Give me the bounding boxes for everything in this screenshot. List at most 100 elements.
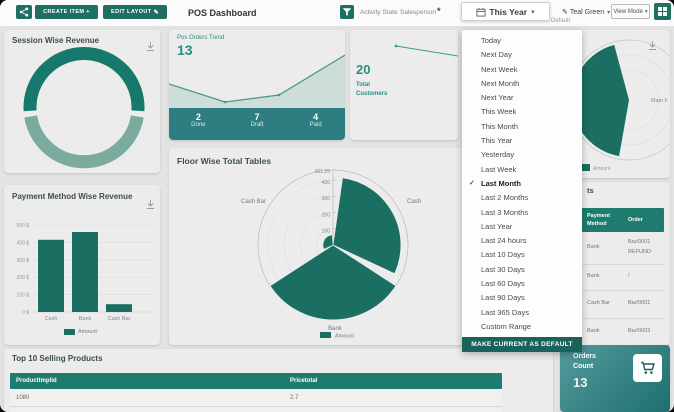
menu-item-last-3-months[interactable]: Last 3 Months [481,207,529,217]
stat-value: 4 [313,112,319,122]
page-title: POS Dashboard [188,8,257,18]
y-tick: 300 $ [16,258,29,264]
legend-swatch[interactable] [64,329,75,335]
menu-item-custom-range[interactable]: Custom Range [481,321,532,331]
radial-tick: 200 [322,213,331,219]
payment-bar-chart: 0 $ 100 $ 200 $ 300 $ 400 $ 500 $ Cash B… [16,223,154,322]
menu-item-next-year[interactable]: Next Year [481,93,514,103]
cell-method: Bank [587,244,600,250]
table-row[interactable]: Bank / [566,264,664,291]
stat-label: Draft [250,122,264,128]
edit-layout-label: EDIT LAYOUT [111,9,152,15]
menu-item-yesterday[interactable]: Yesterday [481,150,515,160]
table-row[interactable]: Bank Bar/0003 [566,318,664,345]
funnel-icon [342,8,352,16]
column-header-payment-method: Payment Method [587,213,610,227]
cart-button[interactable] [633,354,662,382]
card-title-fragment: ts [587,186,594,195]
theme-hint-label: Default [551,18,571,24]
download-icon[interactable] [648,40,657,51]
radial-tick: 461.25 [315,169,331,175]
y-tick: 0 $ [22,310,29,316]
orders-count-value: 13 [573,375,588,390]
cell-price: 2.7 [290,395,299,401]
create-item-label: CREATE ITEM + [43,9,90,15]
stat-label: Done [191,122,206,128]
card-title: Floor Wise Total Tables [177,156,272,166]
menu-item-this-week[interactable]: This Week [481,107,517,117]
make-default-button[interactable]: MAKE CURRENT AS DEFAULT [462,337,582,352]
sector-cash[interactable] [332,177,402,275]
table-row[interactable]: 1080 2.7 [10,389,502,407]
menu-item-last-365-days[interactable]: Last 365 Days [481,307,529,317]
download-icon[interactable] [146,41,155,52]
column-header-product: Producttmplid [16,378,57,384]
menu-item-last-30-days[interactable]: Last 30 Days [481,264,525,274]
customers-label-1: Total [356,82,370,88]
menu-item-next-day[interactable]: Next Day [481,50,512,60]
filter-activity-state[interactable]: Activity State [360,9,398,16]
view-mode-button[interactable]: View Mode ▾ [611,4,650,19]
angle-label-cash: Cash [407,199,421,205]
legend-label: Amount [335,334,354,340]
edit-layout-button[interactable]: EDIT LAYOUT ✎ [103,5,167,19]
menu-item-this-month[interactable]: This Month [481,121,519,131]
angle-label-bank: Bank [328,326,343,332]
legend-swatch[interactable] [577,164,590,171]
menu-item-last-24-hours[interactable]: Last 24 hours [481,236,527,246]
radial-tick: 100 [322,229,331,235]
stat-value: 7 [254,112,260,122]
x-label: Cash [45,316,58,322]
menu-item-last-2-months[interactable]: Last 2 Months [481,193,529,203]
legend-label: Amount [78,329,97,335]
card-title: Top 10 Selling Products [12,354,103,363]
bar-bank[interactable] [72,232,98,312]
filter-button[interactable] [340,5,354,19]
stat-paid: 4 Paid [286,108,345,140]
menu-item-today[interactable]: Today [481,36,502,45]
pencil-icon: ✎ [153,9,159,16]
table-row[interactable]: Cash Bar Bar/0001 [566,290,664,319]
customers-line-chart [394,44,458,57]
cell-order: Bar/0001 [628,300,651,306]
filter-salesperson[interactable]: Salesperson [400,9,437,16]
calendar-icon [476,7,486,17]
sector-cash-bar[interactable] [322,234,334,250]
bar-cash-bar[interactable] [106,304,132,312]
session-donut-chart [23,47,145,169]
y-tick: 100 $ [16,293,29,299]
menu-item-last-60-days[interactable]: Last 60 Days [481,279,525,289]
menu-item-last-10-days[interactable]: Last 10 Days [481,250,525,260]
theme-selector[interactable]: ✎ Teal Green ▾ [562,8,610,17]
menu-item-next-week[interactable]: Next Week [481,64,518,74]
menu-item-last-year[interactable]: Last Year [481,221,513,231]
create-item-button[interactable]: CREATE ITEM + [35,5,98,19]
stat-draft: 7 Draft [228,108,287,140]
cell-order: / [628,273,630,279]
menu-item-next-month[interactable]: Next Month [481,78,520,88]
legend-swatch[interactable] [320,332,331,338]
menu-item-last-90-days[interactable]: Last 90 Days [481,293,525,303]
share-button[interactable] [16,5,32,19]
view-mode-label: View Mode [613,8,643,15]
y-tick: 500 $ [16,223,29,229]
table-row[interactable]: Bank Bar/0001 REFUND [566,232,664,265]
legend-label: Amount [593,166,611,172]
dashboard-grid-button[interactable] [654,3,671,20]
menu-item-last-week[interactable]: Last Week [481,164,517,174]
card-total-customers: 20 Total Customers [350,30,458,140]
sector-bank[interactable] [269,244,397,321]
cell-method: Cash Bar [587,300,610,306]
bar-cash[interactable] [38,239,64,312]
download-icon[interactable] [146,199,155,210]
y-tick: 400 $ [16,240,29,246]
menu-item-this-year[interactable]: This Year [481,136,513,146]
menu-item-last-month[interactable]: ✓ Last Month [462,177,582,191]
stat-label: Paid [309,122,322,128]
cell-order: Bar/0001 [628,239,651,245]
chevron-down-icon: ▾ [531,8,535,16]
cell-product: 1080 [16,395,30,401]
period-selector-button[interactable]: This Year ▾ [461,2,550,21]
angle-label-cash-bar: Cash Bar [241,199,266,205]
